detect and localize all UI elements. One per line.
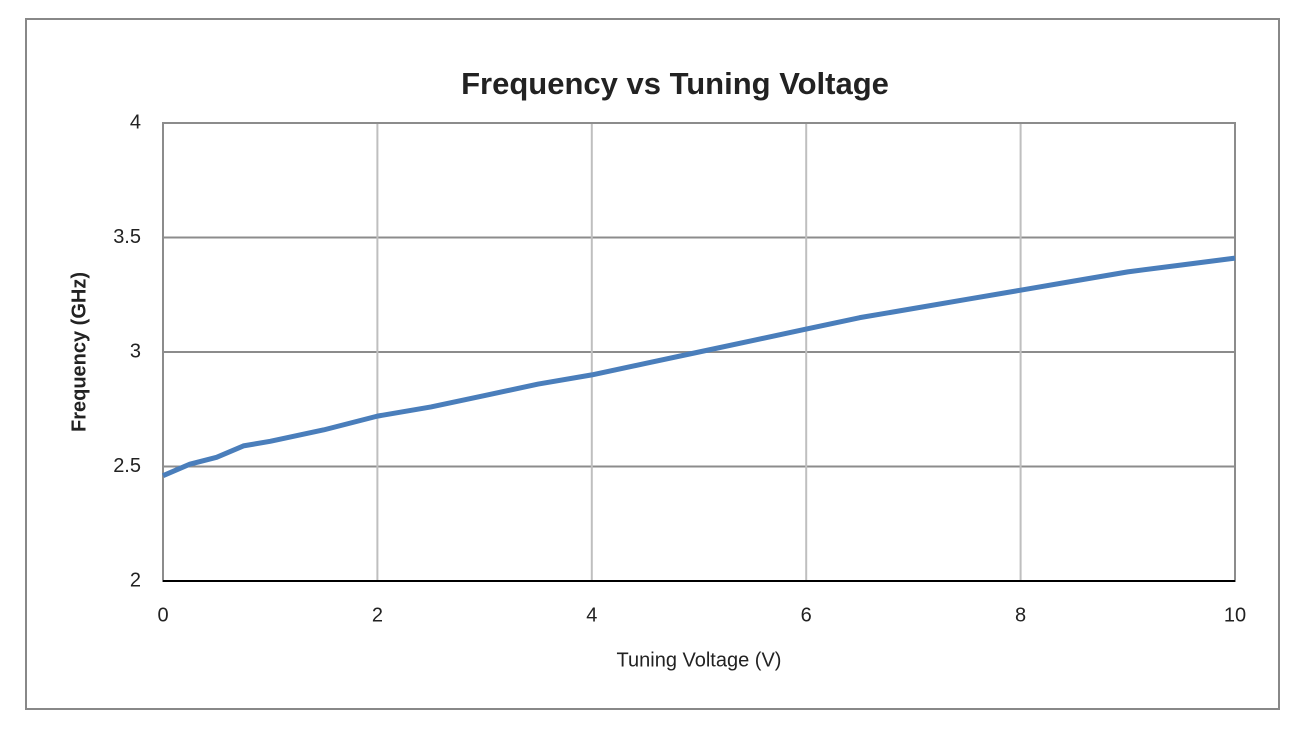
y-tick-label: 3.5 [113, 226, 141, 248]
x-tick-label: 2 [372, 604, 383, 626]
x-tick-label: 8 [1015, 604, 1026, 626]
x-tick-label: 0 [157, 604, 168, 626]
x-tick-label: 6 [801, 604, 812, 626]
x-tick-label: 4 [586, 604, 597, 626]
chart-title: Frequency vs Tuning Voltage [461, 66, 889, 101]
y-tick-label: 4 [130, 111, 141, 133]
data-line [162, 255, 1236, 478]
x-axis-label: Tuning Voltage (V) [617, 649, 782, 671]
y-tick-label: 2 [130, 569, 141, 591]
x-tick-label: 10 [1224, 604, 1246, 626]
y-tick-label: 3 [130, 340, 141, 362]
y-tick-label: 2.5 [113, 455, 141, 477]
y-axis-label: Frequency (GHz) [68, 272, 90, 432]
